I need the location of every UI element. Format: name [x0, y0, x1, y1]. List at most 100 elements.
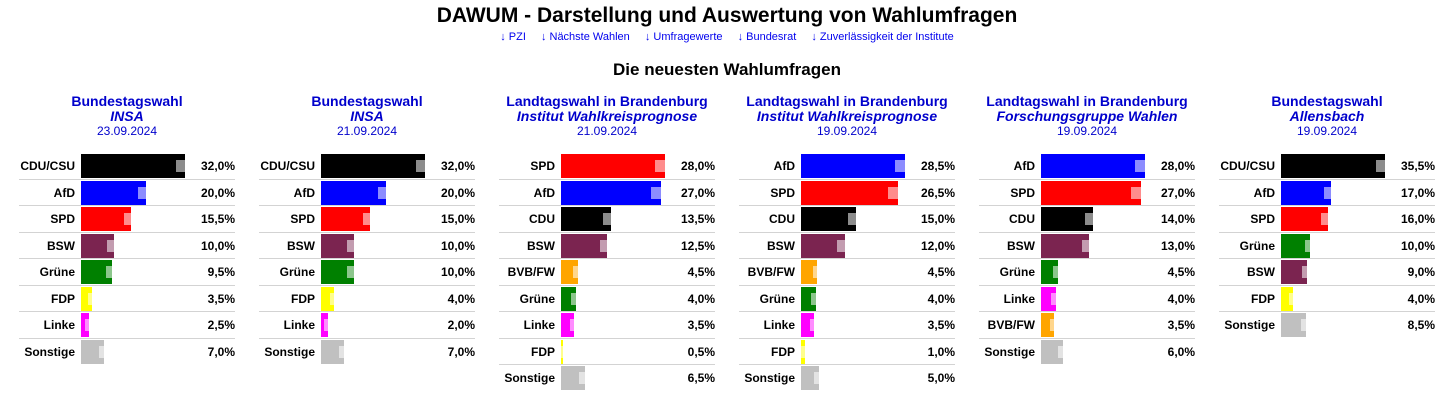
result-bar [561, 180, 662, 205]
result-row: BVB/FW 4,5% [499, 259, 715, 286]
result-row: SPD 15,5% [19, 206, 235, 233]
party-label: CDU/CSU [260, 159, 315, 173]
party-label: CDU [769, 212, 795, 226]
bar-track [1281, 154, 1394, 178]
error-margin-band [599, 239, 616, 252]
result-row: SPD 26,5% [739, 180, 955, 206]
result-row: Grüne 10,0% [259, 259, 475, 286]
poll-results: CDU/CSU 35,5% AfD 17,0% SPD 16,0% Grüne 10,0% BS… [1219, 153, 1435, 339]
nav-link-poll-values[interactable]: ↓ Umfragewerte [644, 31, 723, 43]
poll-date: 19.09.2024 [816, 124, 878, 138]
result-row: AfD 27,0% [499, 180, 715, 206]
result-row: BSW 10,0% [19, 233, 235, 259]
poll-election-title: Bundestagswahl [311, 93, 423, 109]
poll-header[interactable]: Bundestagswahl Allensbach 19.09.2024 [1219, 94, 1435, 139]
result-bar [801, 180, 898, 205]
result-row: Sonstige 6,5% [499, 365, 715, 392]
party-label: AfD [1013, 159, 1035, 173]
error-margin-band [88, 292, 97, 305]
bar-track [321, 286, 433, 311]
bar-track [561, 286, 673, 311]
party-label: Sonstige [264, 344, 315, 359]
poll-header[interactable]: Landtagswahl in Brandenburg Institut Wahl… [739, 94, 955, 139]
poll-election-title: Bundestagswahl [71, 93, 183, 109]
result-row: Grüne 10,0% [1219, 233, 1435, 259]
result-row: SPD 28,0% [499, 153, 715, 180]
result-row: CDU 15,0% [739, 206, 955, 233]
bar-track [1041, 154, 1156, 178]
error-margin-band [137, 186, 155, 199]
bar-track [1041, 339, 1153, 364]
party-label: BSW [1007, 238, 1035, 253]
result-value: 10,0% [200, 238, 235, 253]
result-row: BVB/FW 4,5% [739, 259, 955, 286]
result-bar [321, 339, 344, 364]
result-row: SPD 15,0% [259, 206, 475, 233]
result-bar [1041, 180, 1142, 205]
bar-track [81, 233, 193, 258]
bar-track [321, 260, 433, 284]
result-value: 16,0% [1400, 212, 1435, 226]
result-row: CDU 14,0% [979, 206, 1195, 233]
bar-track [801, 313, 913, 337]
party-label: Grüne [519, 291, 555, 306]
party-label: BVB/FW [747, 265, 795, 279]
result-bar [1041, 233, 1090, 258]
party-label: Grüne [759, 291, 795, 306]
poll-header[interactable]: Bundestagswahl INSA 21.09.2024 [259, 94, 475, 139]
result-value: 32,0% [440, 159, 475, 173]
result-bar [1281, 154, 1385, 178]
error-margin-band [559, 345, 567, 358]
party-label: Linke [763, 318, 795, 332]
result-row: FDP 0,5% [499, 339, 715, 365]
poll-date: 19.09.2024 [1296, 124, 1358, 138]
bar-track [1041, 207, 1153, 231]
result-row: AfD 20,0% [259, 180, 475, 206]
error-margin-band [894, 160, 916, 172]
poll-card: Bundestagswahl Allensbach 19.09.2024 CDU/CS… [1219, 94, 1435, 339]
party-label: AfD [293, 185, 315, 200]
nav-link-pzi[interactable]: ↓ PZI [500, 31, 526, 43]
error-margin-band [338, 345, 349, 358]
result-row: BSW 13,0% [979, 233, 1195, 259]
result-value: 2,0% [447, 318, 475, 332]
result-value: 4,0% [927, 291, 955, 306]
error-margin-band [105, 266, 118, 278]
nav-link-institute-reliability[interactable]: ↓ Zuverlässigkeit der Institute [811, 31, 954, 43]
result-bar [81, 154, 185, 178]
error-margin-band [1052, 266, 1063, 278]
party-label: SPD [1250, 212, 1275, 226]
result-value: 8,5% [1407, 318, 1435, 332]
party-label: BVB/FW [507, 265, 555, 279]
bar-track [1281, 286, 1393, 311]
party-label: CDU [529, 212, 555, 226]
party-label: Linke [43, 318, 75, 332]
result-value: 13,5% [680, 212, 715, 226]
poll-header[interactable]: Landtagswahl in Brandenburg Institut Wahl… [499, 94, 715, 139]
result-value: 28,5% [920, 159, 955, 173]
result-value: 13,0% [1160, 238, 1195, 253]
result-row: BSW 9,0% [1219, 259, 1435, 286]
result-row: Grüne 4,0% [499, 286, 715, 312]
bar-track [81, 313, 193, 337]
result-row: Sonstige 5,0% [739, 365, 955, 392]
poll-election-title: Landtagswahl in Brandenburg [746, 93, 948, 109]
result-value: 4,5% [687, 265, 715, 279]
result-bar [561, 154, 665, 178]
bar-track [561, 207, 673, 231]
error-margin-band [330, 292, 338, 305]
error-margin-band [572, 266, 583, 278]
error-margin-band [1300, 319, 1311, 331]
nav-link-bundesrat[interactable]: ↓ Bundesrat [737, 31, 797, 43]
poll-results: AfD 28,5% SPD 26,5% CDU 15,0% BSW 12,0% BVB/FW 4,… [739, 153, 955, 392]
error-margin-band [569, 319, 579, 331]
poll-header[interactable]: Landtagswahl in Brandenburg Forschungsgru… [979, 94, 1195, 139]
bar-track [1041, 233, 1153, 258]
poll-header[interactable]: Bundestagswahl INSA 23.09.2024 [19, 94, 235, 139]
nav-link-next-elections[interactable]: ↓ Nächste Wahlen [540, 31, 630, 43]
result-row: Linke 4,0% [979, 286, 1195, 312]
bar-track [1041, 313, 1153, 337]
bar-track [801, 233, 913, 258]
result-row: Linke 2,5% [19, 312, 235, 339]
result-value: 4,5% [927, 265, 955, 279]
